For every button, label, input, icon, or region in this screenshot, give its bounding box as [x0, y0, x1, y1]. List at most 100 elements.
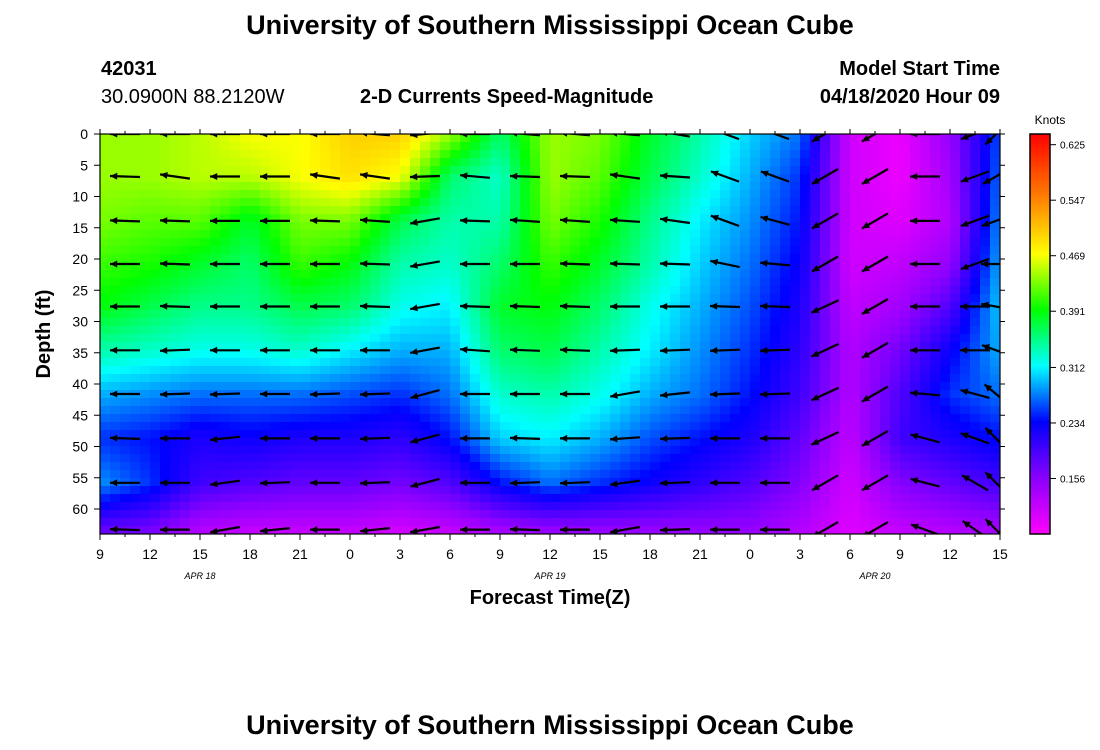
heatmap-cell	[180, 342, 191, 351]
x-tick-label: 3	[796, 546, 804, 562]
heatmap-cell	[630, 406, 641, 415]
heatmap-cell	[650, 526, 661, 534]
heatmap-cell	[760, 494, 771, 503]
heatmap-cell	[510, 518, 521, 527]
heatmap-cell	[490, 526, 501, 534]
current-vector	[460, 134, 490, 138]
heatmap-cell	[160, 230, 171, 239]
heatmap-cell	[210, 398, 221, 407]
heatmap-cell	[160, 286, 171, 295]
heatmap-cell	[320, 206, 331, 215]
heatmap-cell	[380, 502, 391, 511]
heatmap-cell	[410, 486, 421, 495]
heatmap-cell	[950, 462, 961, 471]
current-vector	[159, 390, 191, 398]
heatmap-cell	[460, 438, 471, 447]
heatmap-cell	[220, 198, 231, 207]
heatmap-cell	[950, 478, 961, 487]
heatmap-cell	[810, 182, 821, 191]
heatmap-cell	[490, 350, 501, 359]
heatmap-cell	[760, 454, 771, 463]
heatmap-cell	[460, 190, 471, 199]
heatmap-cell	[240, 494, 251, 503]
heatmap-cell	[830, 206, 841, 215]
heatmap-cell	[290, 318, 301, 327]
heatmap-cell	[340, 470, 351, 479]
heatmap-cell	[290, 494, 301, 503]
heatmap-cell	[120, 174, 131, 183]
heatmap-cell	[730, 206, 741, 215]
heatmap-cell	[560, 222, 571, 231]
heatmap-cell	[530, 182, 541, 191]
heatmap-cell	[590, 350, 601, 359]
heatmap-cell	[430, 486, 441, 495]
heatmap-cell	[500, 150, 511, 159]
current-vector	[260, 134, 290, 138]
heatmap-cell	[330, 190, 341, 199]
heatmap-cell	[890, 246, 901, 255]
heatmap-cell	[290, 406, 301, 415]
heatmap-cell	[940, 470, 951, 479]
heatmap-cell	[560, 278, 571, 287]
colorbar	[1029, 133, 1051, 535]
heatmap-cell	[880, 206, 891, 215]
heatmap-cell	[740, 358, 751, 367]
heatmap-cell	[410, 414, 421, 423]
heatmap-cell	[810, 478, 821, 487]
heatmap-cell	[640, 182, 651, 191]
heatmap-cell	[610, 270, 621, 279]
heatmap-cell	[620, 462, 631, 471]
heatmap-cell	[590, 262, 601, 271]
heatmap-cell	[380, 190, 391, 199]
heatmap-cell	[320, 382, 331, 391]
heatmap-cell	[520, 206, 531, 215]
heatmap-cell	[480, 222, 491, 231]
heatmap-cell	[280, 222, 291, 231]
heatmap-cell	[110, 198, 121, 207]
heatmap-cell	[230, 318, 241, 327]
heatmap-cell	[550, 230, 561, 239]
heatmap-cell	[300, 462, 311, 471]
heatmap-cell	[500, 286, 511, 295]
heatmap-cell	[630, 182, 641, 191]
heatmap-cell	[960, 270, 971, 279]
heatmap-cell	[810, 342, 821, 351]
heatmap-cell	[570, 278, 581, 287]
heatmap-cell	[370, 174, 381, 183]
heatmap-cell	[390, 398, 401, 407]
heatmap-cell	[620, 470, 631, 479]
heatmap-cell	[410, 286, 421, 295]
heatmap-cell	[210, 206, 221, 215]
heatmap-cell	[240, 134, 251, 143]
heatmap-cell	[250, 310, 261, 319]
heatmap-cell	[660, 310, 671, 319]
heatmap-cell	[190, 430, 201, 439]
heatmap-cell	[540, 478, 551, 487]
heatmap-cell	[100, 270, 111, 279]
heatmap-cell	[180, 374, 191, 383]
heatmap-cell	[680, 398, 691, 407]
heatmap-cell	[380, 286, 391, 295]
heatmap-cell	[810, 278, 821, 287]
heatmap-cell	[920, 374, 931, 383]
heatmap-cell	[690, 358, 701, 367]
heatmap-cell	[460, 310, 471, 319]
heatmap-cell	[490, 462, 501, 471]
heatmap-cell	[820, 422, 831, 431]
heatmap-cell	[980, 182, 991, 191]
heatmap-cell	[570, 462, 581, 471]
heatmap-cell	[990, 486, 1000, 495]
heatmap-cell	[640, 238, 651, 247]
heatmap-cell	[640, 214, 651, 223]
heatmap-cell	[720, 358, 731, 367]
heatmap-cell	[380, 254, 391, 263]
heatmap-cell	[850, 470, 861, 479]
heatmap-cell	[130, 326, 141, 335]
heatmap-cell	[950, 302, 961, 311]
heatmap-cell	[930, 518, 941, 527]
heatmap-cell	[700, 182, 711, 191]
heatmap-cell	[690, 174, 701, 183]
heatmap-cell	[670, 278, 681, 287]
heatmap-cell	[560, 446, 571, 455]
heatmap-cell	[110, 358, 121, 367]
